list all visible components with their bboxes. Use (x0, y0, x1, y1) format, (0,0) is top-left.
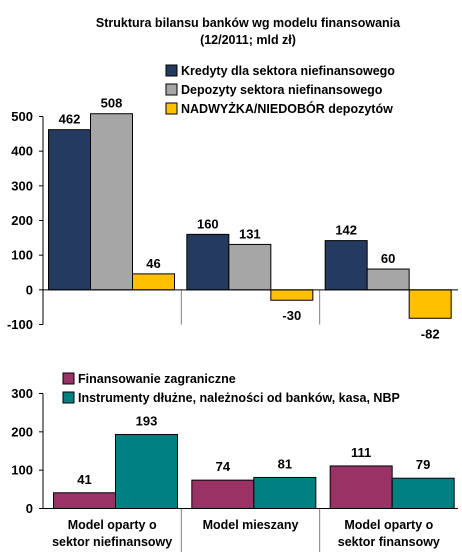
data-label: 508 (101, 96, 123, 111)
bar-3-2 (270, 289, 314, 301)
bar-2-1 (115, 434, 178, 509)
y-tick-label: 100 (11, 248, 33, 263)
bar-1-3 (324, 240, 368, 291)
bar-2-3 (391, 477, 455, 510)
legend-label: NADWYŻKA/NIEDOBÓR depozytów (181, 101, 393, 116)
y-tick-label: 300 (11, 178, 33, 193)
legend-label: Depozyty sektora niefinansowego (181, 83, 383, 97)
data-label: 131 (239, 226, 261, 241)
bar-1-1 (48, 129, 91, 291)
data-label: 41 (77, 472, 91, 487)
bottom-chart: 41 74 111 193 81 79 0 100 200 300 Model oparty o se… (11, 372, 458, 552)
legend-label: Finansowanie zagraniczne (78, 372, 236, 386)
data-label: 60 (381, 251, 395, 266)
bar-2-1 (90, 113, 133, 291)
legend-swatch (165, 102, 178, 115)
chart-title-line-2: (12/2011; mld zł) (200, 33, 296, 47)
legend-label: Kredyty dla sektora niefinansowego (181, 64, 395, 78)
y-tick-label: 0 (26, 282, 33, 297)
data-label: 81 (278, 456, 292, 471)
chart-title-line-1: Struktura bilansu banków wg modelu finan… (96, 16, 401, 30)
bar-2-3 (366, 268, 410, 291)
bar-1-3 (329, 465, 393, 510)
category-label: Model oparty o (68, 518, 157, 532)
y-tick-label: 200 (11, 424, 33, 439)
bar-1-1 (53, 492, 116, 509)
category-label: Model oparty o (344, 518, 433, 532)
data-label: -82 (421, 326, 440, 341)
y-tick-label: 200 (11, 213, 33, 228)
top-chart: 462 160 142 508 131 60 46 -30 -82 -100 0 100 200 300 4… (7, 64, 458, 341)
y-tick-label: 100 (11, 463, 33, 478)
legend-label: Instrumenty dłużne, należności od banków… (78, 391, 400, 405)
legend-swatch (165, 83, 178, 96)
bar-1-2 (186, 233, 230, 291)
data-label: 79 (416, 457, 430, 472)
bar-2-2 (228, 243, 272, 291)
category-label: Model mieszany (203, 518, 299, 532)
y-tick-label: 300 (11, 386, 33, 401)
data-label: 142 (335, 223, 357, 238)
bar-3-3 (408, 289, 452, 319)
data-label: -30 (282, 308, 301, 323)
data-label: 46 (146, 256, 160, 271)
y-tick-label: 500 (11, 109, 33, 124)
category-label: sektor finansowy (338, 535, 440, 549)
data-label: 193 (136, 414, 158, 429)
bar-1-2 (191, 479, 255, 509)
data-label: 74 (216, 459, 231, 474)
legend-swatch (62, 391, 75, 404)
data-label: 160 (197, 216, 219, 231)
y-tick-label: 400 (11, 144, 33, 159)
data-label: 111 (351, 445, 371, 460)
y-tick-label: 0 (26, 501, 33, 516)
bar-2-2 (253, 476, 317, 510)
data-label: 462 (59, 112, 81, 127)
y-tick-label: -100 (7, 317, 33, 332)
category-label: sektor niefinansowy (52, 535, 172, 549)
legend-swatch (62, 372, 75, 385)
bar-3-1 (132, 273, 175, 291)
legend-swatch (165, 64, 178, 77)
